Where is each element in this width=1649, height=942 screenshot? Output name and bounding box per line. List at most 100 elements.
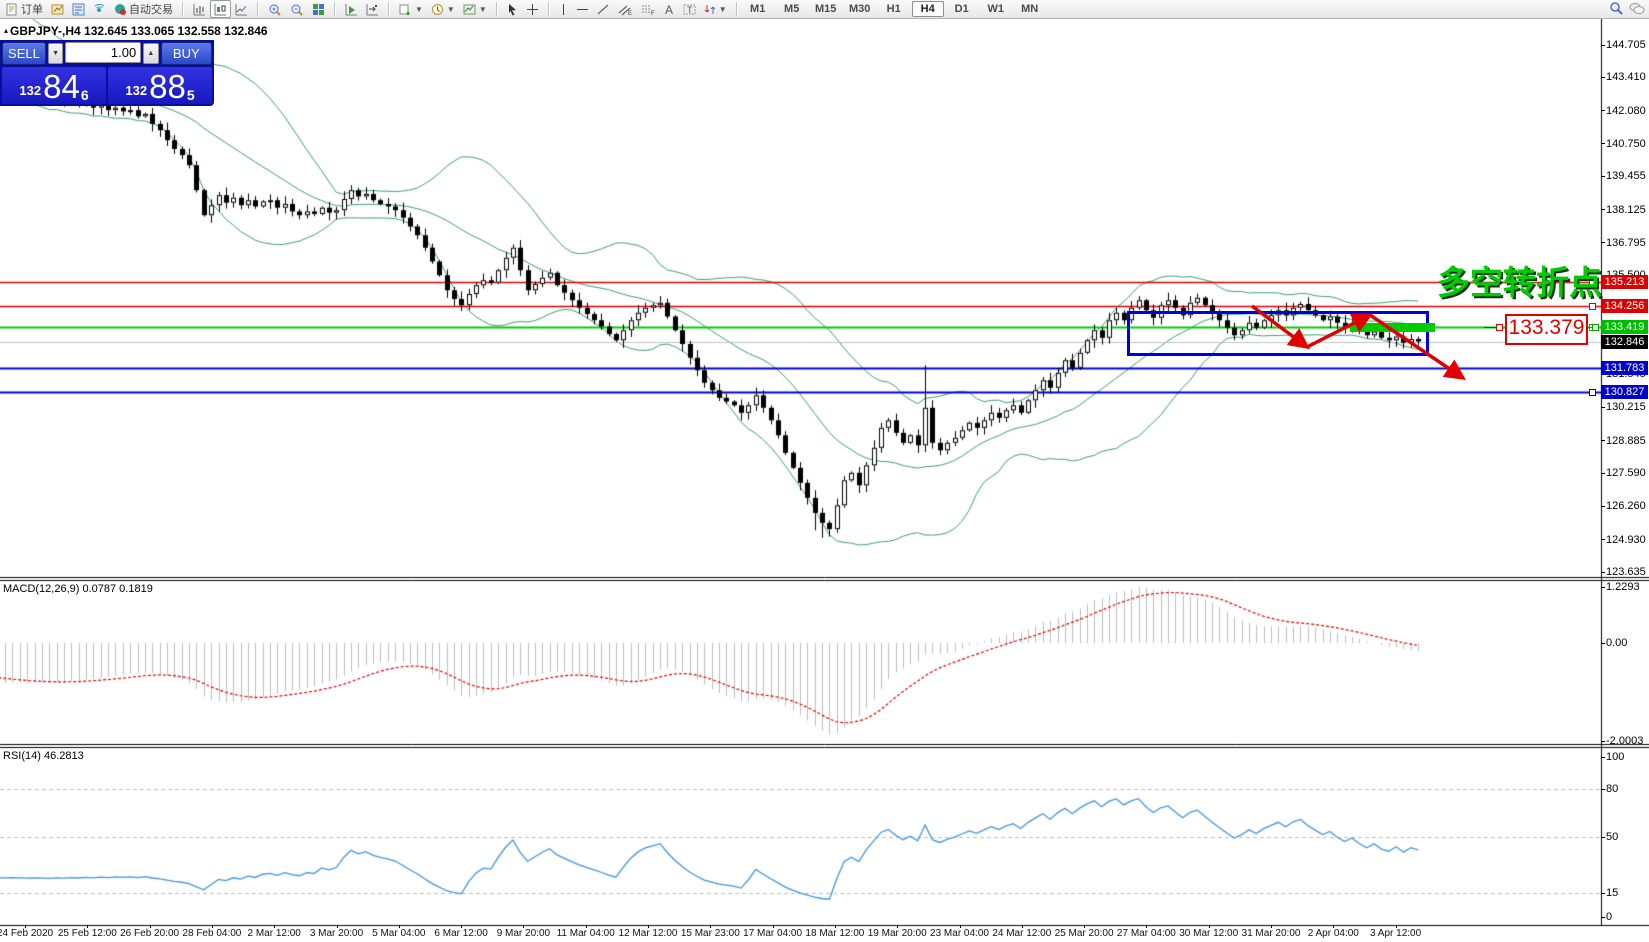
- toolbar-item-label: 自动交易: [129, 4, 173, 16]
- time-tick-mark: [461, 925, 463, 928]
- line-handle[interactable]: [1589, 303, 1596, 311]
- period-button[interactable]: ▼: [427, 0, 459, 18]
- horizontal-line-button[interactable]: [572, 0, 593, 18]
- svg-text:F: F: [651, 11, 655, 16]
- axis-tick-mark: [1601, 110, 1605, 112]
- chart-shift-button[interactable]: [362, 0, 383, 18]
- new-order-button[interactable]: 订单: [2, 0, 47, 18]
- indicator-axis-tick: -2.0003: [1606, 735, 1644, 747]
- price-level-box: 134.256: [1601, 299, 1648, 314]
- tile-windows-button[interactable]: [308, 0, 329, 18]
- time-tick-mark: [25, 925, 26, 928]
- chevron-down-icon: ▼: [478, 4, 487, 14]
- sell-price-tile[interactable]: 132 84 6: [2, 67, 106, 104]
- chat-icon[interactable]: [1629, 2, 1645, 18]
- time-tick-mark: [648, 925, 649, 928]
- zoom-out-icon: [290, 3, 304, 16]
- toolbar-separator: [495, 2, 498, 16]
- axis-tick-mark: [1601, 539, 1605, 541]
- trendline-icon: [597, 3, 610, 16]
- timeframe-button-m5[interactable]: M5: [784, 3, 800, 15]
- toolbar: 订单 自动交易 ▼ ▼ ▼ E F A T ▼ M1 M5 M15 M30 H1 H4 D1 W1 MN: [0, 0, 1649, 19]
- price-axis-tick: 127.590: [1606, 467, 1646, 480]
- market-watch-button[interactable]: [68, 0, 89, 18]
- text-label-button[interactable]: T: [679, 0, 700, 18]
- axis-tick-mark: [1601, 472, 1605, 474]
- signals-button[interactable]: [89, 0, 110, 18]
- timeframe-button-m1[interactable]: M1: [750, 3, 766, 15]
- axis-tick-mark: [1601, 916, 1605, 918]
- toolbar-separator: [388, 2, 390, 16]
- timeframe-button-h1[interactable]: H1: [886, 3, 901, 15]
- consolidation-box-annotation: [1127, 311, 1429, 356]
- buy-button[interactable]: BUY: [160, 42, 213, 65]
- toolbar-separator: [334, 2, 336, 16]
- cursor-button[interactable]: [503, 0, 522, 18]
- indicator-axis-tick: 1.2293: [1606, 581, 1640, 593]
- time-tick-mark: [211, 925, 213, 928]
- price-axis-tick: 123.635: [1606, 566, 1646, 578]
- trendline-button[interactable]: [593, 0, 614, 18]
- text-button[interactable]: A: [660, 0, 679, 18]
- channel-button[interactable]: E: [614, 0, 637, 18]
- timeframe-button-w1[interactable]: W1: [987, 3, 1004, 15]
- time-tick-mark: [1146, 925, 1148, 928]
- candlestick-chart-button[interactable]: [210, 0, 231, 18]
- timeframe-button-m15[interactable]: M15: [814, 3, 837, 15]
- zoom-in-button[interactable]: [264, 0, 286, 18]
- price-axis-tick: 126.260: [1606, 500, 1646, 513]
- time-axis-label: 24 Mar 12:00: [992, 928, 1052, 939]
- chart-play-button[interactable]: [341, 0, 362, 18]
- callout-handle: [1592, 324, 1599, 331]
- market-watch-icon: [72, 3, 85, 16]
- charts-button[interactable]: [47, 0, 68, 18]
- zoom-out-button[interactable]: [286, 0, 308, 18]
- fibonacci-icon: F: [641, 3, 656, 16]
- time-tick-mark: [87, 925, 89, 928]
- volume-input[interactable]: [65, 42, 142, 63]
- charts-icon: [51, 3, 64, 16]
- vertical-line-button[interactable]: [555, 0, 572, 18]
- sell-button[interactable]: SELL: [2, 42, 46, 65]
- time-axis-label: 23 Mar 04:00: [930, 928, 989, 939]
- timeframe-button-m30[interactable]: M30: [848, 3, 871, 15]
- add-indicator-button[interactable]: ▼: [395, 0, 427, 18]
- crosshair-button[interactable]: [522, 0, 543, 18]
- timeframe-button-d1[interactable]: D1: [954, 3, 969, 15]
- text-icon: A: [664, 3, 675, 16]
- time-tick-mark: [1395, 925, 1397, 928]
- line-handle[interactable]: [1589, 279, 1596, 287]
- line-handle[interactable]: [1589, 389, 1596, 397]
- search-icon[interactable]: [1609, 1, 1623, 18]
- arrows-button[interactable]: ▼: [700, 0, 731, 18]
- price-axis-tick: 140.750: [1606, 137, 1646, 150]
- bar-chart-button[interactable]: [189, 0, 210, 18]
- axis-tick-mark: [1601, 505, 1605, 507]
- chevron-down-icon: ▼: [718, 4, 727, 14]
- axis-tick-mark: [1601, 788, 1605, 790]
- axis-tick-mark: [1601, 586, 1605, 588]
- volume-decrease-button[interactable]: ▼: [47, 43, 64, 64]
- toolbar-separator: [735, 2, 738, 16]
- svg-text:T: T: [687, 5, 693, 15]
- price-axis-tick: 136.795: [1606, 236, 1646, 249]
- cursor-icon: [507, 3, 518, 16]
- line-chart-button[interactable]: [231, 0, 252, 18]
- price-level-box: 130.827: [1601, 385, 1648, 400]
- fibonacci-button[interactable]: F: [637, 0, 660, 18]
- axis-tick-mark: [1601, 76, 1605, 78]
- axis-tick-mark: [1601, 892, 1605, 894]
- toolbar-separator: [182, 2, 184, 16]
- turning-point-label: 多空转折点: [1437, 264, 1602, 301]
- toolbar-item-label: 订单: [21, 4, 43, 16]
- buy-price-tile[interactable]: 132 88 5: [108, 67, 212, 104]
- volume-increase-button[interactable]: ▲: [143, 43, 159, 64]
- timeframe-button-h4[interactable]: H4: [911, 1, 944, 17]
- timeframe-button-mn[interactable]: MN: [1021, 3, 1039, 15]
- template-button[interactable]: ▼: [459, 0, 491, 18]
- axis-tick-mark: [1601, 406, 1605, 408]
- autotrade-button[interactable]: 自动交易: [110, 0, 177, 18]
- axis-tick-mark: [1601, 740, 1605, 742]
